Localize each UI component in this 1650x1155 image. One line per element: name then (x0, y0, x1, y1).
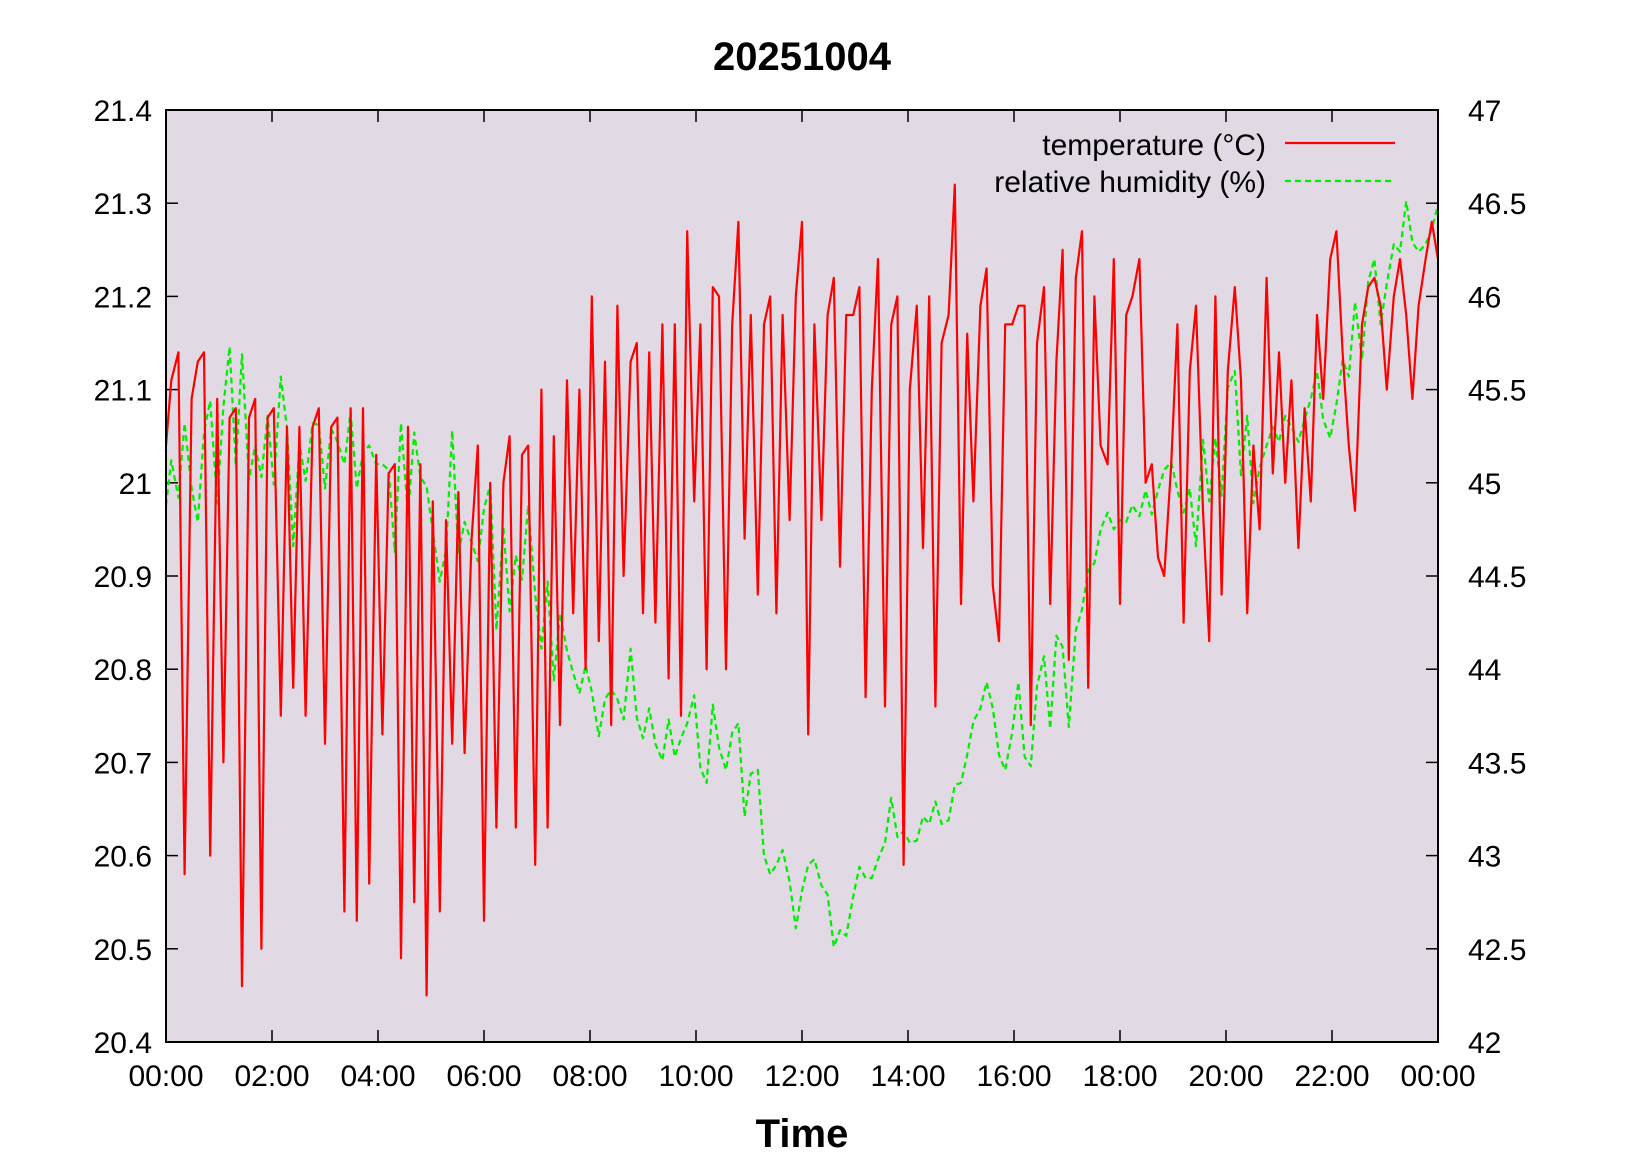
y-tick-label: 20.6 (94, 841, 152, 874)
x-tick-label: 22:00 (1294, 1060, 1369, 1093)
x-tick-label: 06:00 (446, 1060, 521, 1093)
x-tick-label: 10:00 (658, 1060, 733, 1093)
y-tick-label: 21.3 (94, 188, 152, 221)
y-axis-ticks: 20.4 20.5 20.6 20.7 20.8 20.9 21 21.1 21.2 21.3 21… (94, 95, 1438, 1060)
y2-tick-label: 42.5 (1468, 934, 1526, 967)
y-tick-label: 20.5 (94, 934, 152, 967)
x-tick-label: 16:00 (976, 1060, 1051, 1093)
x-tick-label: 00:00 (128, 1060, 203, 1093)
legend-label-temperature: temperature (°C) (1042, 129, 1266, 162)
y-tick-label: 20.4 (94, 1027, 152, 1060)
x-tick-label: 20:00 (1188, 1060, 1263, 1093)
y2-tick-label: 43 (1468, 841, 1501, 874)
x-tick-label: 08:00 (552, 1060, 627, 1093)
y2-tick-label: 47 (1468, 95, 1501, 128)
x-tick-label: 12:00 (764, 1060, 839, 1093)
temperature-line (164, 183, 1440, 997)
x-axis-label: Time (756, 1112, 849, 1155)
x-tick-label: 02:00 (234, 1060, 309, 1093)
x-axis-ticks: 00:00 02:00 04:00 06:00 08:00 10:00 12:00 14:00… (128, 110, 1476, 1093)
y-tick-label: 20.7 (94, 747, 152, 780)
y2-tick-label: 45 (1468, 468, 1501, 501)
x-tick-label: 04:00 (340, 1060, 415, 1093)
y-tick-label: 21 (119, 468, 152, 501)
y2-axis-ticks: 42 42.5 43 43.5 44 44.5 45 45.5 46 46.5 47 (1468, 95, 1526, 1060)
series-layer (164, 183, 1440, 997)
y-tick-label: 20.8 (94, 654, 152, 687)
legend-label-humidity: relative humidity (%) (994, 166, 1266, 199)
y-tick-label: 21.4 (94, 95, 152, 128)
chart-title: 20251004 (713, 35, 892, 79)
y2-tick-label: 44 (1468, 654, 1501, 687)
y-tick-label: 20.9 (94, 561, 152, 594)
y2-tick-label: 46.5 (1468, 188, 1526, 221)
y2-tick-label: 42 (1468, 1027, 1501, 1060)
y2-tick-label: 46 (1468, 281, 1501, 314)
x-tick-label: 18:00 (1082, 1060, 1157, 1093)
y2-tick-label: 45.5 (1468, 375, 1526, 408)
plot-frame (165, 109, 1439, 1043)
humidity-line (164, 200, 1440, 948)
x-tick-label: 14:00 (870, 1060, 945, 1093)
y-tick-label: 21.2 (94, 281, 152, 314)
y2-tick-label: 43.5 (1468, 747, 1526, 780)
x-tick-label: 00:00 (1400, 1060, 1475, 1093)
legend: temperature (°C) relative humidity (%) (994, 129, 1395, 199)
y-tick-label: 21.1 (94, 375, 152, 408)
y2-tick-label: 44.5 (1468, 561, 1526, 594)
